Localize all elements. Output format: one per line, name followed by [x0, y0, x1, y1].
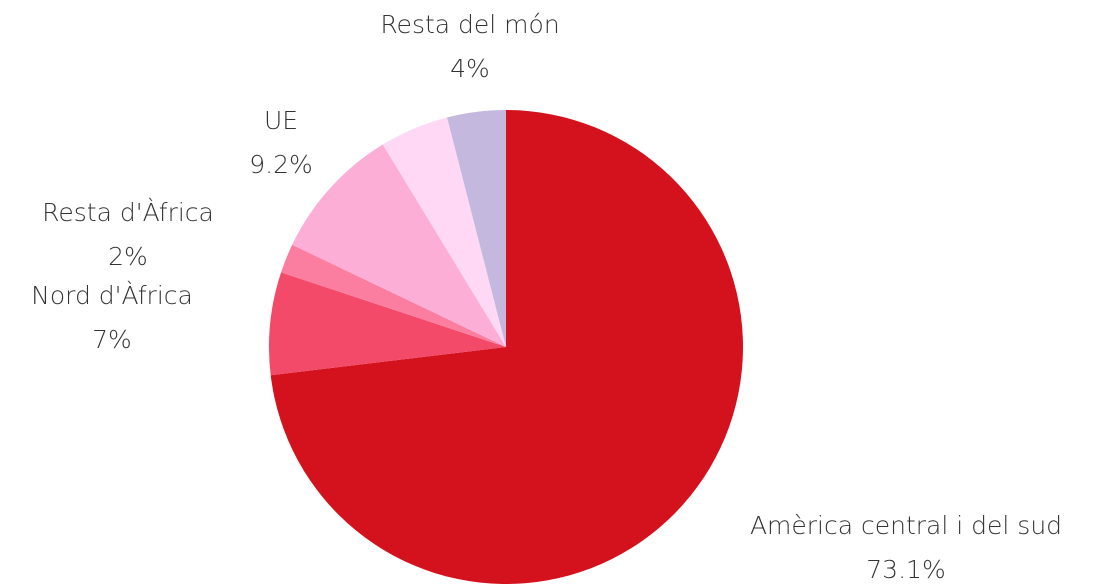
- pie-slice: [382, 117, 506, 347]
- pie-slice: [281, 244, 506, 347]
- slice-value-label: 9.2%: [249, 150, 313, 179]
- slice-value-label: 4%: [450, 54, 490, 83]
- pie-slice: [270, 110, 744, 584]
- slice-label: Amèrica central i del sud: [750, 511, 1062, 540]
- slice-label: UE: [264, 106, 298, 135]
- slice-label: Nord d'Àfrica: [31, 281, 193, 310]
- pie-slice: [447, 110, 506, 347]
- pie-slice: [269, 272, 506, 376]
- pie-slice: [292, 144, 506, 347]
- slice-label: Resta d'Àfrica: [42, 198, 214, 227]
- slice-value-label: 73.1%: [866, 555, 945, 584]
- slice-label: Resta del món: [380, 10, 559, 39]
- slice-value-label: 7%: [92, 325, 132, 354]
- slice-value-label: 2%: [108, 242, 148, 271]
